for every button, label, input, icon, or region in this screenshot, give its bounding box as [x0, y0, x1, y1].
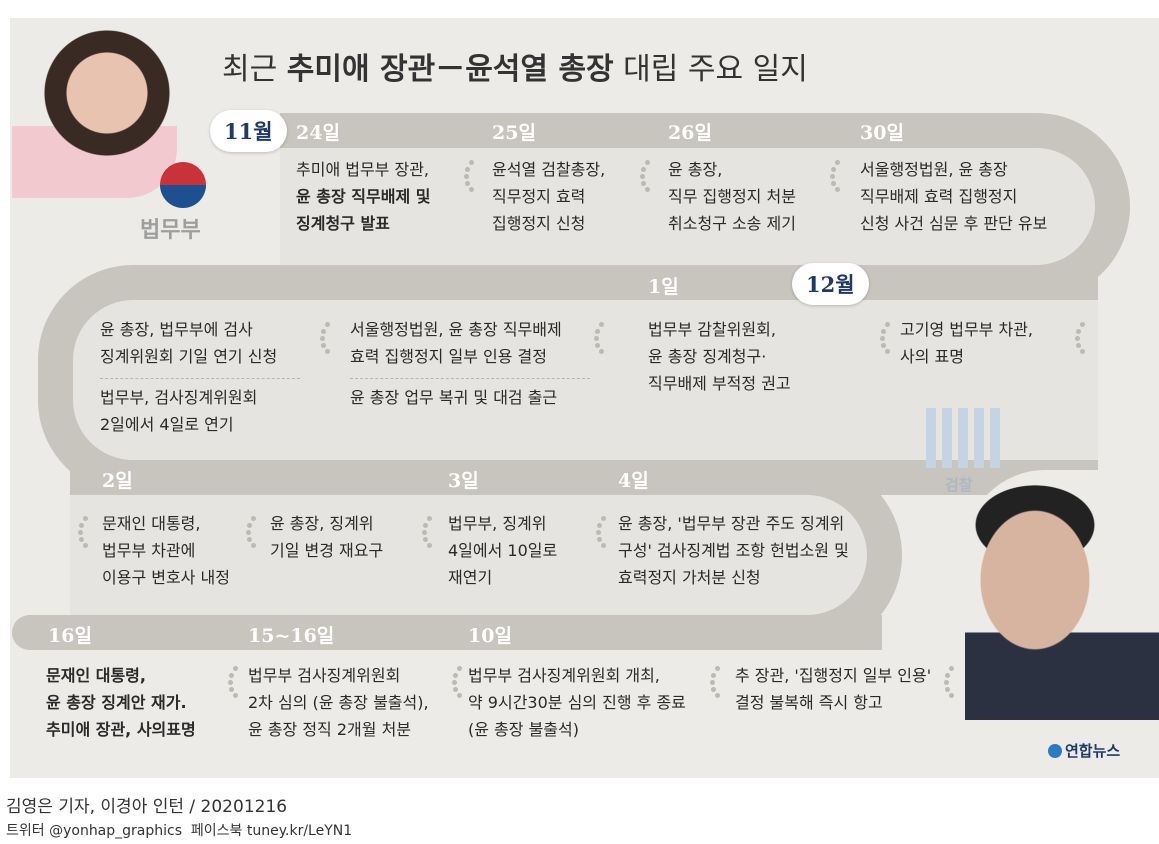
prosecution-logo-text: 검찰	[945, 476, 973, 494]
event-text: 추 장관, '집행정지 일부 인용' 결정 불복해 즉시 항고	[735, 666, 932, 712]
event-text: 윤 총장 업무 복귀 및 대검 출근	[350, 388, 558, 407]
dots-separator-icon	[464, 160, 474, 192]
event-text: 서울행정법원, 윤 총장 직무배제 효력 집행정지 일부 인용 결정	[350, 320, 562, 366]
dots-separator-icon	[320, 322, 330, 354]
ministry-logo-text: 법무부	[140, 218, 201, 243]
month-badge-dec: 12월	[792, 263, 869, 305]
date-label: 4일	[618, 470, 649, 492]
date-label: 3일	[448, 470, 479, 492]
event-text: 법무부 검사징계위원회 2차 심의 (윤 총장 불출석), 윤 총장 정직 2개…	[248, 666, 429, 739]
title-bold: 추미애 장관－윤석열 총장	[286, 52, 614, 87]
date-label: 26일	[668, 122, 712, 144]
event-text: 추미애 법무부 장관, 윤 총장 직무배제 및 징계청구 발표	[296, 160, 431, 233]
dots-separator-icon	[594, 322, 604, 354]
date-label: 2일	[102, 470, 133, 492]
title-suffix: 대립 주요 일지	[613, 52, 808, 87]
dots-separator-icon	[880, 322, 890, 354]
event-text: 윤 총장, '법무부 장관 주도 징계위 구성' 검사징계법 조항 헌법소원 및…	[618, 514, 849, 587]
title-prefix: 최근	[222, 52, 287, 87]
event-text: 고기영 법무부 차관, 사의 표명	[900, 320, 1034, 366]
yonhap-icon	[1048, 744, 1062, 758]
divider	[350, 378, 590, 379]
dots-separator-icon	[596, 516, 606, 548]
month-badge-nov: 11월	[210, 110, 287, 152]
yonhap-logo: 연합뉴스	[1048, 740, 1120, 761]
date-label: 16일	[48, 625, 92, 647]
minister-photo	[12, 18, 177, 198]
date-label: 30일	[860, 122, 904, 144]
event-text: 윤 총장, 법무부에 검사 징계위원회 기일 연기 신청	[100, 320, 278, 366]
dots-separator-icon	[710, 666, 720, 698]
dots-separator-icon	[830, 160, 840, 192]
event-text: 법무부, 징계위 4일에서 10일로 재연기	[448, 514, 558, 587]
credit-line: 김영은 기자, 이경아 인턴 / 20201216	[6, 797, 288, 817]
event-text: 법무부 검사징계위원회 개최, 약 9시간30분 심의 진행 후 종료 (윤 총…	[468, 666, 686, 739]
date-label: 24일	[296, 122, 340, 144]
date-label: 10일	[468, 625, 512, 647]
dots-separator-icon	[422, 516, 432, 548]
divider	[100, 378, 300, 379]
page-title: 최근 추미애 장관－윤석열 총장 대립 주요 일지	[222, 44, 808, 88]
dots-separator-icon	[452, 666, 462, 698]
event-text: 윤 총장, 징계위 기일 변경 재요구	[270, 514, 384, 560]
social-line: 트위터 @yonhap_graphics 페이스북 tuney.kr/LeYN1	[6, 823, 353, 839]
event-text: 윤 총장, 직무 집행정지 처분 취소청구 소송 제기	[668, 160, 796, 233]
dots-separator-icon	[228, 666, 238, 698]
timeline-band-4	[12, 615, 882, 650]
yonhap-text: 연합뉴스	[1065, 742, 1121, 760]
event-text: 윤석열 검찰총장, 직무정지 효력 집행정지 신청	[492, 160, 606, 233]
prosecution-emblem-icon	[926, 408, 1000, 468]
dots-separator-icon	[944, 666, 954, 698]
date-label: 15~16일	[248, 625, 335, 647]
event-text: 법무부, 검사징계위원회 2일에서 4일로 연기	[100, 388, 258, 434]
event-text: 서울행정법원, 윤 총장 직무배제 효력 집행정지 신청 사건 심문 후 판단 …	[860, 160, 1048, 233]
event-text: 문재인 대통령, 윤 총장 징계안 재가. 추미애 장관, 사의표명	[46, 666, 196, 739]
prosecutor-general-photo	[965, 470, 1159, 720]
dots-separator-icon	[78, 516, 88, 548]
ministry-emblem-icon	[160, 162, 206, 208]
date-label: 25일	[492, 122, 536, 144]
dots-separator-icon	[640, 160, 650, 192]
dots-separator-icon	[246, 516, 256, 548]
event-text: 문재인 대통령, 법무부 차관에 이용구 변호사 내정	[102, 514, 230, 587]
event-text: 법무부 감찰위원회, 윤 총장 징계청구· 직무배제 부적정 권고	[648, 320, 791, 393]
date-label: 1일	[648, 276, 679, 298]
dots-separator-icon	[1075, 322, 1085, 354]
